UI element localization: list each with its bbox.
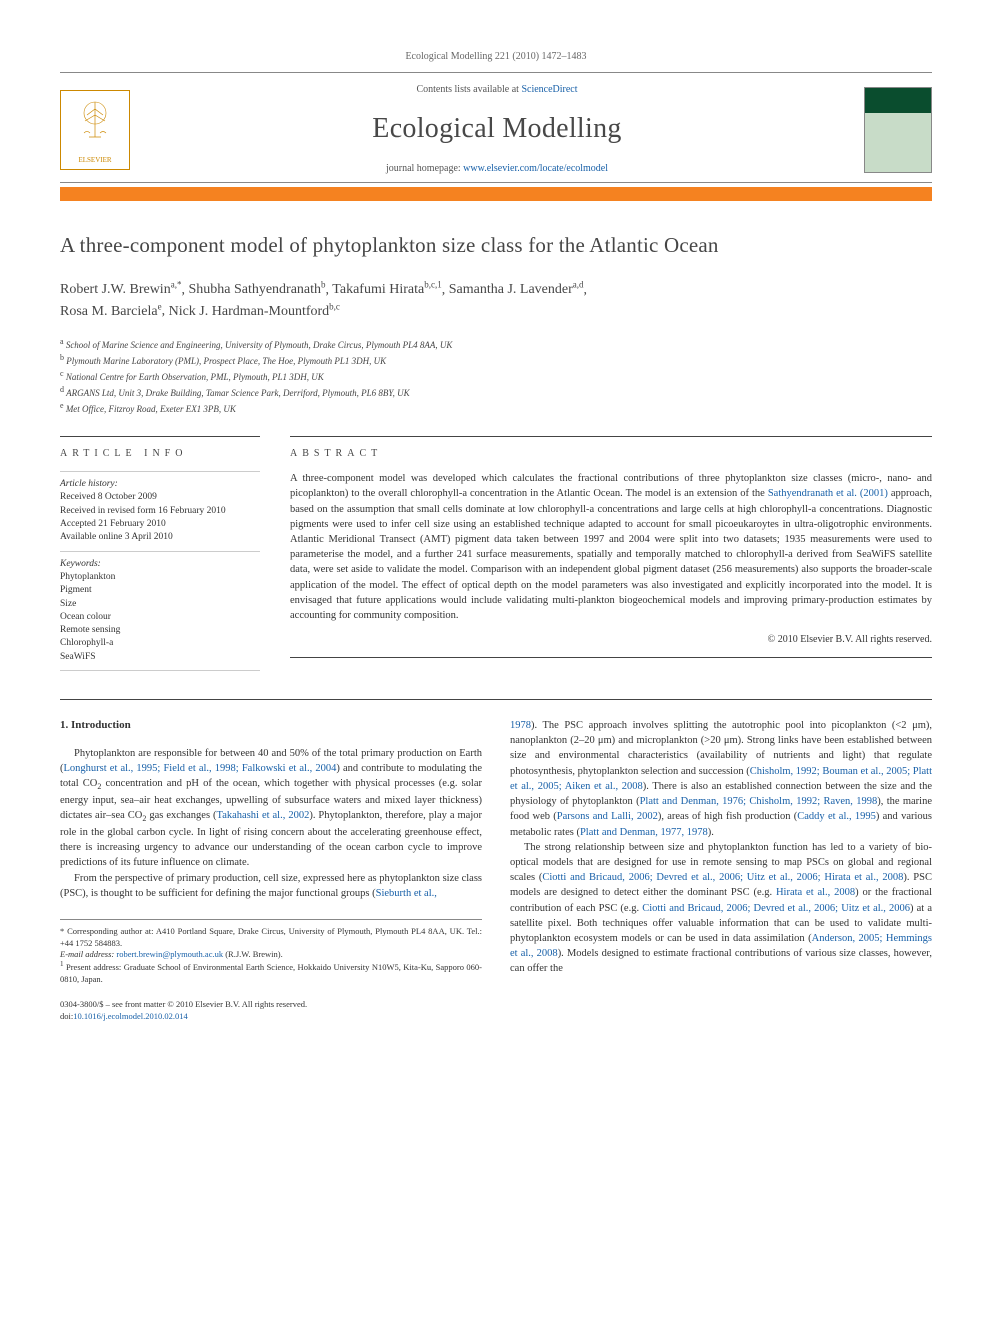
keywords-head: Keywords: xyxy=(60,558,260,571)
elsevier-logo: ELSEVIER xyxy=(60,90,130,170)
corresponding-footnote: * Corresponding author at: A410 Portland… xyxy=(60,926,482,949)
history-item: Accepted 21 February 2010 xyxy=(60,518,260,531)
abstract-copyright: © 2010 Elsevier B.V. All rights reserved… xyxy=(290,633,932,647)
body-paragraph: 1978). The PSC approach involves splitti… xyxy=(510,718,932,840)
citation-link[interactable]: Ciotti and Bricaud, 2006; Devred et al.,… xyxy=(642,903,910,914)
keyword: Size xyxy=(60,598,260,611)
email-link[interactable]: robert.brewin@plymouth.ac.uk xyxy=(116,949,223,959)
citation-link[interactable]: Hirata et al., 2008 xyxy=(776,887,855,898)
elsevier-tree-icon xyxy=(72,97,118,143)
author: Takafumi Hiratab,c,1 xyxy=(332,282,441,297)
abstract-text: A three-component model was developed wh… xyxy=(290,471,932,623)
doi-link[interactable]: 10.1016/j.ecolmodel.2010.02.014 xyxy=(73,1011,188,1021)
citation-link[interactable]: Platt and Denman, 1977, 1978 xyxy=(580,827,708,838)
column-left: 1. Introduction Phytoplankton are respon… xyxy=(60,718,482,985)
citation-link[interactable]: Ciotti and Bricaud, 2006; Devred et al.,… xyxy=(542,872,903,883)
elsevier-text: ELSEVIER xyxy=(78,156,111,166)
citation-line: Ecological Modelling 221 (2010) 1472–148… xyxy=(60,50,932,64)
sciencedirect-link[interactable]: ScienceDirect xyxy=(521,84,577,95)
author: Nick J. Hardman-Mountfordb,c xyxy=(169,304,340,319)
body-paragraph: From the perspective of primary producti… xyxy=(60,871,482,901)
author: Shubha Sathyendranathb xyxy=(188,282,325,297)
citation-link[interactable]: Platt and Denman, 1976; Chisholm, 1992; … xyxy=(640,796,878,807)
keyword: Remote sensing xyxy=(60,624,260,637)
citation-link[interactable]: 1978 xyxy=(510,720,531,731)
author: Robert J.W. Brewina,* xyxy=(60,282,181,297)
article-info: ARTICLE INFO Article history: Received 8… xyxy=(60,436,260,671)
keyword: Chlorophyll-a xyxy=(60,637,260,650)
homepage-link[interactable]: www.elsevier.com/locate/ecolmodel xyxy=(463,163,608,174)
orange-bar xyxy=(60,187,932,201)
article-history-head: Article history: xyxy=(60,478,260,491)
citation-link[interactable]: Sieburth et al., xyxy=(376,888,437,899)
keyword: Ocean colour xyxy=(60,611,260,624)
history-item: Received in revised form 16 February 201… xyxy=(60,505,260,518)
page-footer: 0304-3800/$ – see front matter © 2010 El… xyxy=(60,999,932,1022)
section-head: 1. Introduction xyxy=(60,718,482,734)
present-address-footnote: 1 Present address: Graduate School of En… xyxy=(60,960,482,985)
body-columns: 1. Introduction Phytoplankton are respon… xyxy=(60,699,932,985)
authors-line: Robert J.W. Brewina,*, Shubha Sathyendra… xyxy=(60,279,932,322)
affiliations: a School of Marine Science and Engineeri… xyxy=(60,336,932,416)
cover-thumbnail xyxy=(864,87,932,173)
keyword: Phytoplankton xyxy=(60,571,260,584)
abstract-head: ABSTRACT xyxy=(290,436,932,461)
journal-title: Ecological Modelling xyxy=(130,109,864,148)
footer-doi: doi:10.1016/j.ecolmodel.2010.02.014 xyxy=(60,1011,932,1022)
column-right: 1978). The PSC approach involves splitti… xyxy=(510,718,932,985)
paper-title: A three-component model of phytoplankton… xyxy=(60,231,932,260)
citation-link[interactable]: Caddy et al., 1995 xyxy=(797,811,876,822)
author: Samantha J. Lavendera,d xyxy=(449,282,584,297)
article-info-head: ARTICLE INFO xyxy=(60,436,260,461)
citation-link[interactable]: Takahashi et al., 2002 xyxy=(217,810,310,821)
journal-header: ELSEVIER Contents lists available at Sci… xyxy=(60,72,932,183)
homepage-line: journal homepage: www.elsevier.com/locat… xyxy=(130,162,864,176)
history-item: Available online 3 April 2010 xyxy=(60,531,260,544)
keyword: Pigment xyxy=(60,584,260,597)
keyword: SeaWiFS xyxy=(60,651,260,664)
email-footnote: E-mail address: robert.brewin@plymouth.a… xyxy=(60,949,482,960)
citation-link[interactable]: Longhurst et al., 1995; Field et al., 19… xyxy=(64,763,337,774)
body-paragraph: The strong relationship between size and… xyxy=(510,840,932,977)
contents-line: Contents lists available at ScienceDirec… xyxy=(130,83,864,97)
author: Rosa M. Barcielae xyxy=(60,304,162,319)
footnotes: * Corresponding author at: A410 Portland… xyxy=(60,919,482,985)
history-item: Received 8 October 2009 xyxy=(60,491,260,504)
footer-copyright: 0304-3800/$ – see front matter © 2010 El… xyxy=(60,999,932,1010)
citation-link[interactable]: Parsons and Lalli, 2002 xyxy=(557,811,658,822)
citation-link[interactable]: Sathyendranath et al. (2001) xyxy=(768,488,888,499)
body-paragraph: Phytoplankton are responsible for betwee… xyxy=(60,746,482,871)
abstract: ABSTRACT A three-component model was dev… xyxy=(290,436,932,671)
